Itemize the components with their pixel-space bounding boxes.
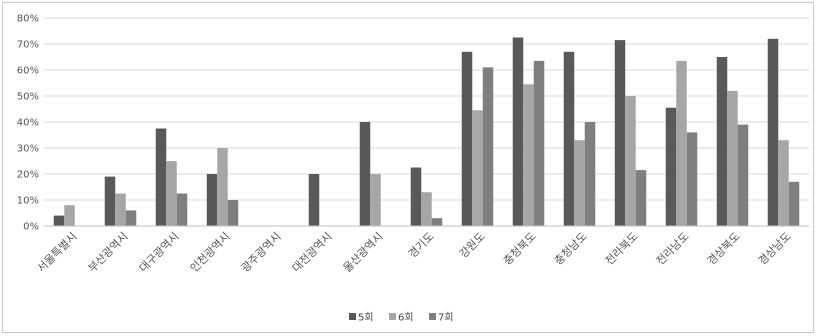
legend-swatch (389, 313, 396, 320)
bar-1 (716, 57, 728, 226)
y-tick-label: 30% (17, 144, 39, 155)
legend-label: 7회 (438, 312, 454, 324)
y-axis-tick-labels: 0% 10% 20% 30% 40% 50% 60% 70% 80% (17, 14, 39, 233)
bar-2 (727, 90, 738, 226)
x-category-label: 충청북도 (501, 230, 539, 268)
bar-1 (104, 176, 116, 226)
bar-1 (767, 38, 779, 226)
bar-1 (155, 128, 167, 226)
bar-3 (788, 181, 800, 226)
bar-1 (665, 107, 677, 226)
bars (53, 37, 800, 227)
x-category-label: 경상북도 (705, 230, 743, 268)
bar-2 (625, 96, 636, 226)
bar-2 (523, 84, 534, 226)
bar-3 (227, 200, 239, 226)
legend-label: 6회 (398, 312, 414, 324)
x-category-label: 경상남도 (756, 230, 794, 268)
bar-3 (584, 122, 596, 226)
x-category-label: 강원도 (457, 230, 488, 261)
bar-1 (461, 51, 473, 226)
x-category-label: 경기도 (406, 230, 437, 261)
legend-swatch (429, 313, 436, 320)
bar-1 (53, 215, 65, 226)
bar-2 (217, 148, 228, 226)
bar-3 (176, 193, 188, 226)
bar-2 (370, 174, 381, 226)
x-category-label: 전라남도 (654, 230, 692, 268)
chart-frame: 0% 10% 20% 30% 40% 50% 60% 70% 80% 서울특별시 부산광역시 대구광… (2, 2, 814, 333)
y-tick-label: 0% (23, 222, 39, 233)
bar-3 (533, 60, 545, 227)
x-category-label: 서울특별시 (35, 230, 80, 275)
bar-3 (635, 170, 647, 226)
bar-1 (206, 174, 218, 226)
x-category-label: 충청남도 (552, 230, 590, 268)
bar-2 (778, 140, 789, 226)
x-axis-category-labels: 서울특별시 부산광역시 대구광역시 인천광역시 광주광역시 대전광역시 울산광역시 경기도 강원… (35, 229, 794, 275)
bar-2 (421, 192, 432, 226)
bar-1 (512, 37, 524, 226)
bar-2 (574, 140, 585, 226)
y-tick-label: 80% (17, 14, 39, 25)
bar-3 (686, 132, 698, 226)
bar-2 (115, 193, 126, 226)
bar-3 (431, 218, 443, 226)
bar-1 (614, 40, 626, 226)
legend-swatch (349, 313, 356, 320)
x-category-label: 부산광역시 (86, 230, 131, 275)
bar-3 (737, 124, 749, 226)
bar-3 (125, 210, 137, 226)
legend: 5회 6회 7회 (349, 312, 454, 324)
x-category-label: 전라북도 (603, 230, 641, 268)
y-tick-label: 50% (17, 92, 39, 103)
bar-2 (64, 205, 75, 226)
y-tick-label: 10% (17, 196, 39, 207)
bar-1 (410, 167, 422, 226)
bar-3 (482, 67, 494, 227)
bar-2 (166, 161, 177, 226)
bar-2 (472, 110, 483, 226)
y-tick-label: 70% (17, 40, 39, 51)
y-tick-label: 40% (17, 118, 39, 129)
x-category-label: 인천광역시 (187, 229, 233, 275)
x-category-label: 광주광역시 (239, 230, 284, 275)
bar-1 (563, 51, 575, 226)
bar-chart: 0% 10% 20% 30% 40% 50% 60% 70% 80% 서울특별시 부산광역시 대구광… (17, 14, 809, 324)
y-tick-label: 20% (17, 170, 39, 181)
x-category-label: 대구광역시 (137, 230, 182, 275)
legend-label: 5회 (358, 312, 374, 324)
y-tick-label: 60% (17, 66, 39, 77)
bar-2 (676, 60, 687, 227)
bar-1 (359, 122, 371, 226)
bar-1 (308, 174, 320, 226)
x-category-label: 대전광역시 (290, 230, 335, 275)
x-category-label: 울산광역시 (341, 230, 386, 275)
